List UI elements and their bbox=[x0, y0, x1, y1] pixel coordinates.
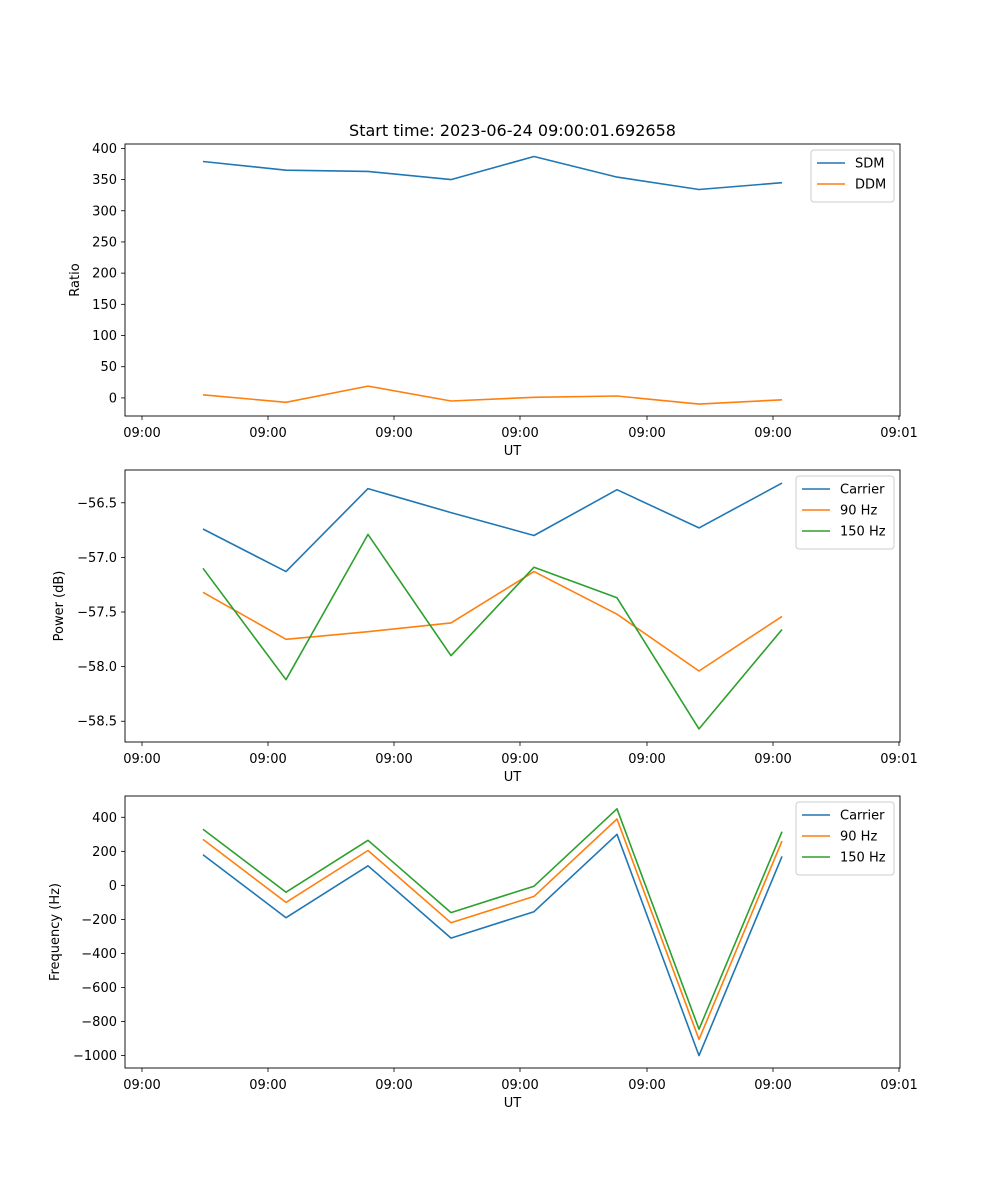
y-tick-label: 0 bbox=[109, 879, 117, 894]
series-line-ddm bbox=[202, 385, 783, 405]
x-tick-label: 09:00 bbox=[628, 752, 665, 767]
y-tick-label: −400 bbox=[81, 947, 117, 962]
series-line-carrier bbox=[202, 833, 783, 1057]
y-tick-label: 0 bbox=[109, 391, 117, 406]
y-tick-label: 300 bbox=[92, 204, 117, 219]
x-tick-label: 09:00 bbox=[628, 426, 665, 441]
y-tick-label: −56.5 bbox=[77, 496, 117, 511]
y-axis-label: Power (dB) bbox=[52, 571, 67, 642]
y-tick-label: 200 bbox=[92, 845, 117, 860]
x-tick-label: 09:00 bbox=[754, 1078, 791, 1093]
x-tick-label: 09:00 bbox=[249, 426, 286, 441]
series-line-150-hz bbox=[202, 533, 783, 730]
y-tick-label: −57.5 bbox=[77, 606, 117, 621]
x-tick-label: 09:00 bbox=[375, 426, 412, 441]
x-tick-label: 09:00 bbox=[123, 426, 160, 441]
legend: SDM DDM bbox=[810, 149, 895, 203]
x-tick-label: 09:00 bbox=[249, 1078, 286, 1093]
x-axis-label: UT bbox=[504, 444, 522, 459]
y-tick-label: −600 bbox=[81, 981, 117, 996]
y-axis-label: Frequency (Hz) bbox=[48, 883, 63, 981]
x-axis-label: UT bbox=[504, 1096, 522, 1111]
y-tick-label: 350 bbox=[92, 173, 117, 188]
series-line-carrier bbox=[202, 482, 783, 573]
series-line-90-hz bbox=[202, 818, 783, 1041]
x-tick-label: 09:00 bbox=[754, 426, 791, 441]
legend-entry: Carrier bbox=[840, 809, 885, 824]
y-tick-label: 400 bbox=[92, 811, 117, 826]
x-tick-label: 09:00 bbox=[501, 1078, 538, 1093]
axes-frame bbox=[124, 795, 901, 1069]
x-tick-label: 09:00 bbox=[123, 1078, 160, 1093]
legend: Carrier 90 Hz 150 Hz bbox=[795, 475, 895, 550]
x-tick-label: 09:00 bbox=[754, 752, 791, 767]
y-tick-label: 100 bbox=[92, 329, 117, 344]
legend-entry: 90 Hz bbox=[840, 830, 877, 845]
subplot-2: 09:00 09:00 09:00 09:00 09:00 09:00 09:01 −58.5… bbox=[52, 469, 918, 785]
y-tick-label: −58.5 bbox=[77, 715, 117, 730]
legend-entry: 90 Hz bbox=[840, 504, 877, 519]
y-tick-label: 200 bbox=[92, 267, 117, 282]
legend-entry: SDM bbox=[855, 157, 884, 172]
y-tick-label: −58.0 bbox=[77, 660, 117, 675]
x-tick-label: 09:00 bbox=[628, 1078, 665, 1093]
legend-entry: DDM bbox=[855, 178, 886, 193]
legend-entry: Carrier bbox=[840, 483, 885, 498]
legend-entry: 150 Hz bbox=[840, 851, 886, 866]
axes-frame bbox=[124, 143, 901, 417]
y-tick-label: −1000 bbox=[73, 1049, 117, 1064]
x-tick-label: 09:00 bbox=[123, 752, 160, 767]
x-tick-label: 09:00 bbox=[501, 752, 538, 767]
x-tick-label: 09:00 bbox=[375, 1078, 412, 1093]
x-tick-label: 09:01 bbox=[880, 1078, 917, 1093]
x-tick-label: 09:00 bbox=[375, 752, 412, 767]
x-tick-label: 09:00 bbox=[501, 426, 538, 441]
chart-title: Start time: 2023-06-24 09:00:01.692658 bbox=[349, 121, 676, 140]
series-line-150-hz bbox=[202, 807, 783, 1030]
legend: Carrier 90 Hz 150 Hz bbox=[795, 801, 895, 876]
axes-frame bbox=[124, 469, 901, 743]
y-tick-label: 150 bbox=[92, 298, 117, 313]
y-tick-label: −57.0 bbox=[77, 551, 117, 566]
subplots: 09:00 09:00 09:00 09:00 09:00 09:00 09:01 0 50 10… bbox=[48, 142, 918, 1111]
series-line-sdm bbox=[202, 155, 783, 191]
y-tick-label: −800 bbox=[81, 1015, 117, 1030]
y-tick-label: −200 bbox=[81, 913, 117, 928]
x-axis-label: UT bbox=[504, 770, 522, 785]
x-tick-label: 09:01 bbox=[880, 426, 917, 441]
y-tick-label: 400 bbox=[92, 142, 117, 157]
y-tick-label: 50 bbox=[100, 360, 117, 375]
y-tick-label: 250 bbox=[92, 235, 117, 250]
series-line-90-hz bbox=[202, 570, 783, 672]
x-tick-label: 09:00 bbox=[249, 752, 286, 767]
subplot-3: 09:00 09:00 09:00 09:00 09:00 09:00 09:01 −1000… bbox=[48, 795, 918, 1111]
y-axis-label: Ratio bbox=[68, 263, 83, 296]
x-tick-label: 09:01 bbox=[880, 752, 917, 767]
subplot-1: 09:00 09:00 09:00 09:00 09:00 09:00 09:01 0 50 10… bbox=[68, 142, 918, 459]
legend-entry: 150 Hz bbox=[840, 525, 886, 540]
